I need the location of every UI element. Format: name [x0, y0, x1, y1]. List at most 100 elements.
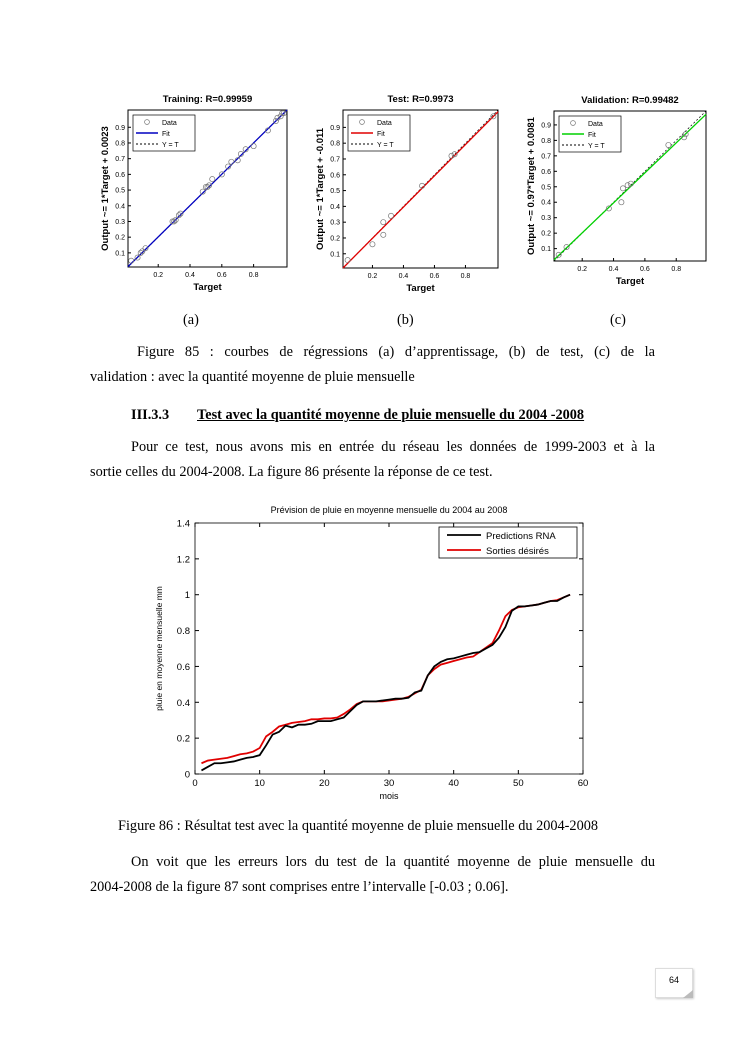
data-point — [137, 249, 144, 256]
legend-label: Fit — [377, 131, 385, 138]
data-point — [242, 146, 249, 153]
regression-plot-test: Test: R=0.9973 Target Output ~= 1*Target +… — [315, 94, 499, 294]
x-tick-label: 0.8 — [671, 266, 681, 273]
data-point — [142, 245, 149, 252]
y-tick-label: 0.3 — [330, 220, 340, 227]
data-point — [605, 205, 612, 212]
y-tick-label: 0.8 — [177, 626, 190, 637]
x-tick-label: 0.4 — [399, 273, 409, 280]
data-point — [555, 251, 562, 258]
y-tick-label: 0.7 — [115, 156, 125, 163]
y-tick-label: 0.3 — [115, 219, 125, 226]
paragraph1-line2: sortie celles du 2004-2008. La figure 86… — [90, 464, 493, 480]
legend-data-marker — [144, 119, 150, 125]
legend-label: Y = T — [377, 142, 394, 149]
data-point — [237, 151, 244, 157]
y-tick-label: 0.3 — [541, 215, 551, 222]
data-point — [264, 127, 271, 134]
y-tick-label: 0.2 — [115, 235, 125, 242]
y-tick-label: 0.6 — [115, 172, 125, 179]
chart-title: Prévision de pluie en moyenne mensuelle … — [271, 505, 508, 515]
y-tick-label: 0.6 — [541, 169, 551, 176]
y-tick-label: 1.4 — [177, 519, 190, 530]
data-point — [490, 113, 497, 120]
data-point — [274, 114, 281, 121]
data-point — [563, 244, 570, 251]
y-tick-label: 1 — [185, 590, 190, 601]
regression-plot-training: Training: R=0.99959 Target Output ~= 1*Tar… — [100, 94, 288, 293]
y-tick-label: 0.4 — [330, 204, 340, 211]
y-tick-label: 0.1 — [330, 251, 340, 258]
data-point — [169, 218, 176, 225]
data-point — [139, 248, 146, 255]
y-tick-label: 0.2 — [177, 734, 190, 745]
data-point — [272, 118, 279, 124]
y-tick-label: 0.6 — [177, 662, 190, 673]
data-point — [451, 151, 458, 158]
x-tick-label: 40 — [448, 778, 459, 789]
data-point — [128, 257, 135, 264]
x-tick-label: 0.6 — [217, 272, 227, 279]
data-point — [682, 131, 689, 138]
data-point — [134, 254, 141, 261]
y-axis-label: pluie en moyenne mensuelle mm — [154, 586, 164, 711]
plot-title: Training: R=0.99959 — [163, 94, 253, 105]
x-tick-label: 0 — [192, 778, 197, 789]
caption-b: (b) — [397, 312, 414, 328]
paragraph1-line1: Pour ce test, nous avons mis en entrée d… — [131, 439, 655, 455]
data-point — [250, 143, 257, 150]
paragraph2-line2: 2004-2008 de la figure 87 sont comprises… — [90, 879, 509, 895]
data-point — [218, 171, 225, 178]
y-tick-label: 0.5 — [330, 188, 340, 195]
data-point — [277, 113, 284, 120]
y-axis-label: Output ~= 1*Target + -0.011 — [315, 127, 326, 250]
x-tick-label: 10 — [254, 778, 265, 789]
y-tick-label: 0.4 — [115, 203, 125, 210]
legend-label: Fit — [588, 132, 596, 139]
data-point — [279, 110, 286, 117]
regression-plot-validation: Validation: R=0.99482 Target Output ~= 0.9… — [526, 95, 707, 287]
y-tick-label: 0.1 — [541, 246, 551, 253]
legend-label: Data — [162, 120, 177, 127]
data-point — [369, 241, 376, 248]
caption-a: (a) — [183, 312, 199, 328]
paragraph2-line1: On voit que les erreurs lors du test de … — [131, 854, 655, 870]
legend-label: Sorties désirés — [486, 546, 549, 557]
data-point — [618, 199, 625, 206]
y-tick-label: 0.5 — [115, 188, 125, 195]
caption-c: (c) — [610, 312, 626, 328]
x-tick-label: 60 — [578, 778, 589, 789]
y-tick-label: 0.6 — [330, 172, 340, 179]
data-point — [209, 176, 216, 183]
page-number: 64 — [668, 975, 679, 985]
section-number: III.3.3 — [131, 407, 170, 423]
y-tick-label: 0.8 — [541, 138, 551, 145]
data-point — [344, 257, 351, 264]
x-axis-label: Target — [616, 276, 645, 287]
x-axis-label: mois — [379, 791, 399, 801]
legend-data-marker — [570, 120, 576, 126]
y-tick-label: 0.9 — [330, 125, 340, 132]
legend-data-marker — [359, 119, 365, 125]
data-point — [206, 182, 213, 189]
data-point — [172, 216, 179, 223]
page-number-box: 64 — [655, 968, 693, 998]
data-point — [234, 157, 241, 164]
legend-label: Predictions RNA — [486, 531, 556, 542]
y-tick-label: 0.8 — [115, 140, 125, 147]
legend-label: Data — [588, 121, 603, 128]
x-tick-label: 0.6 — [640, 266, 650, 273]
data-point — [380, 231, 387, 238]
y-tick-label: 0.8 — [330, 141, 340, 148]
data-point — [619, 185, 626, 192]
x-tick-label: 0.2 — [153, 272, 163, 279]
legend-label: Fit — [162, 131, 170, 138]
data-point — [175, 212, 182, 219]
data-point — [280, 110, 287, 117]
plot-title: Test: R=0.9973 — [387, 94, 453, 105]
fit-line — [342, 111, 499, 269]
figure85-caption-line2: validation : avec la quantité moyenne de… — [90, 369, 415, 385]
legend: Data Fit Y = T — [132, 114, 196, 152]
y-tick-label: 0.9 — [115, 125, 125, 132]
